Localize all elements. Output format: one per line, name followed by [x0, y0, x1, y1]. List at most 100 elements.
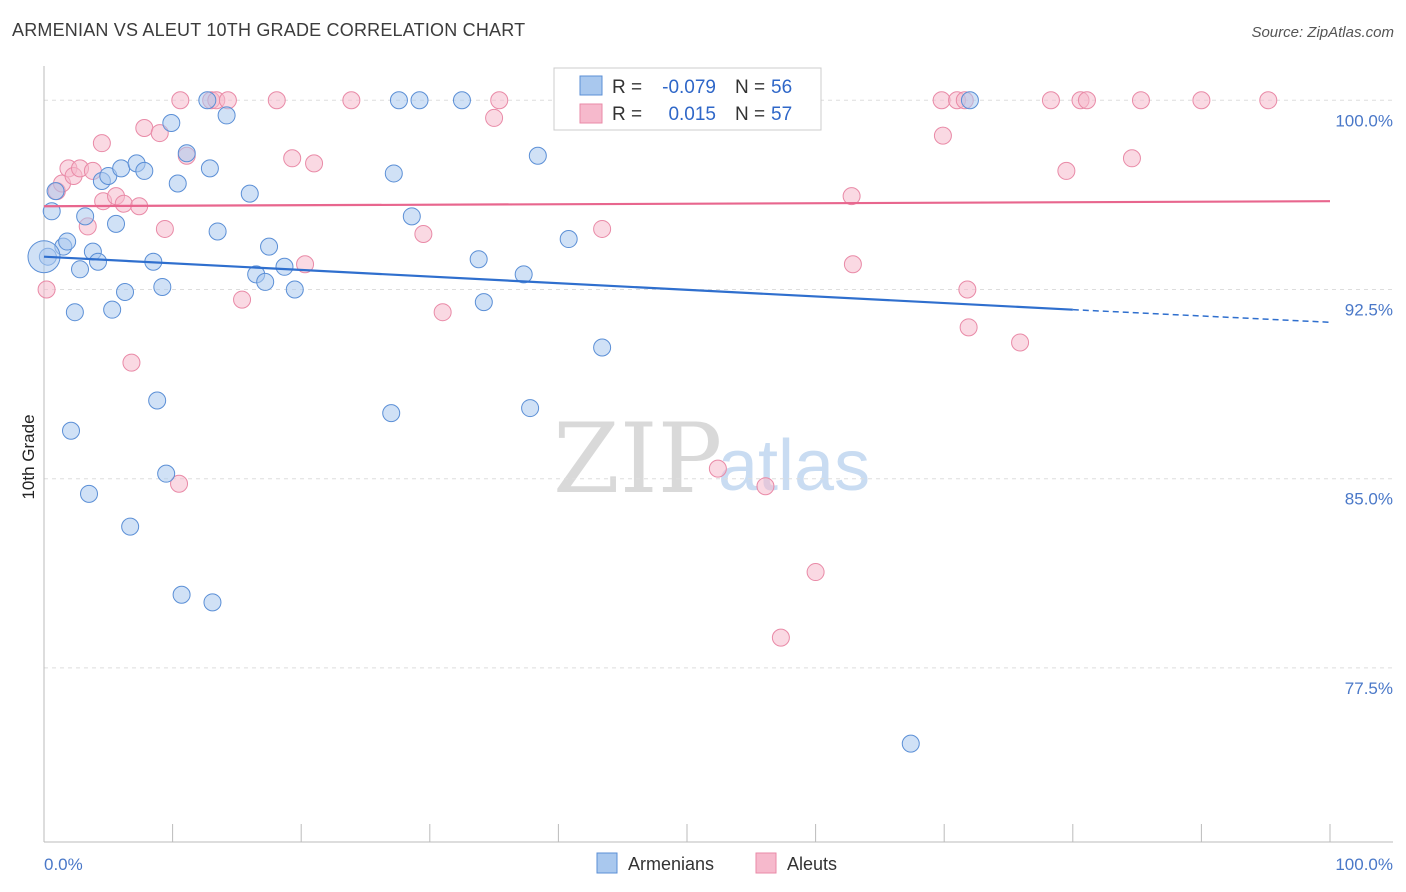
armenians-point — [107, 214, 126, 233]
aleuts-point — [490, 91, 509, 110]
aleuts-point — [135, 119, 154, 138]
source-label: Source: ZipAtlas.com — [1251, 24, 1394, 41]
aleuts-point — [842, 187, 861, 206]
aleuts-point — [283, 149, 302, 168]
watermark: ZIP atlas — [553, 403, 870, 515]
y-tick-label: 77.5% — [1345, 679, 1393, 698]
armenians-point — [559, 230, 578, 249]
y-tick-label: 85.0% — [1345, 490, 1393, 509]
armenians-point — [960, 91, 979, 110]
legend-r-label-1: R = — [612, 77, 642, 98]
armenians-point — [285, 280, 304, 299]
aleuts-point — [414, 224, 433, 243]
armenians-point — [528, 146, 547, 165]
armenians-point — [217, 106, 236, 125]
aleuts-point — [1011, 333, 1030, 352]
armenians-point — [157, 464, 176, 483]
legend-n-value-1: 56 — [771, 77, 792, 98]
x-tick-max: 100.0% — [1335, 855, 1393, 874]
aleuts-trend-line — [43, 200, 1331, 208]
aleuts-point — [756, 477, 775, 496]
armenians-point — [275, 257, 294, 276]
aleuts-point — [267, 91, 286, 110]
aleuts-point — [806, 563, 825, 582]
armenians-point — [148, 391, 167, 410]
chart-title: ARMENIAN VS ALEUT 10TH GRADE CORRELATION… — [12, 20, 526, 40]
legend-swatch-aleuts — [579, 103, 603, 124]
aleuts-point — [342, 91, 361, 110]
legend-swatch-armenians — [579, 75, 603, 96]
aleuts-point — [233, 290, 252, 309]
armenians-point — [76, 207, 95, 226]
aleuts-point — [1131, 91, 1150, 110]
armenians-trend-line — [43, 255, 1073, 311]
armenians-point — [135, 161, 154, 180]
aleuts-point — [1122, 149, 1141, 168]
aleuts-point — [932, 91, 951, 110]
aleuts-point — [1041, 91, 1060, 110]
aleuts-point — [1057, 161, 1076, 180]
aleuts-point — [485, 108, 504, 127]
armenians-point — [65, 303, 84, 322]
x-tick-min: 0.0% — [44, 855, 83, 874]
armenians-point — [198, 91, 217, 110]
armenians-point — [469, 250, 488, 269]
armenians-point — [389, 91, 408, 110]
armenians-point — [200, 159, 219, 178]
armenians-point — [80, 484, 99, 503]
armenians-point — [58, 232, 77, 251]
armenians-point — [474, 293, 493, 312]
armenians-point — [168, 174, 187, 193]
aleuts-points — [37, 91, 1278, 647]
bottom-legend-armenians: Armenians — [628, 854, 714, 874]
aleuts-point — [433, 303, 452, 322]
aleuts-point — [37, 280, 56, 299]
aleuts-point — [593, 219, 612, 238]
armenians-point — [521, 399, 540, 418]
armenians-point — [593, 338, 612, 357]
aleuts-point — [1259, 91, 1278, 110]
armenians-point — [901, 734, 920, 753]
armenians-trend-extension — [1072, 308, 1331, 324]
series-legend: Armenians Aleuts — [596, 852, 837, 874]
aleuts-point — [114, 194, 133, 213]
armenians-point — [256, 272, 275, 291]
bottom-legend-swatch-aleuts — [755, 852, 777, 874]
aleuts-point — [150, 124, 169, 143]
bottom-legend-swatch-armenians — [596, 852, 618, 874]
aleuts-point — [170, 474, 189, 493]
armenians-point — [62, 421, 81, 440]
aleuts-point — [92, 134, 111, 153]
aleuts-point — [771, 628, 790, 647]
armenians-point — [71, 260, 90, 279]
bottom-legend-aleuts: Aleuts — [787, 854, 837, 874]
armenians-point — [162, 113, 181, 132]
armenians-point — [402, 207, 421, 226]
legend-r-value-1: -0.079 — [662, 77, 716, 98]
armenians-point — [46, 182, 65, 201]
aleuts-point — [708, 459, 727, 478]
watermark-zip: ZIP — [553, 403, 722, 515]
legend-n-label-2: N = — [735, 104, 765, 125]
aleuts-point — [1077, 91, 1096, 110]
y-tick-labels: 100.0% 92.5% 85.0% 77.5% — [1335, 111, 1393, 698]
y-tick-label: 92.5% — [1345, 300, 1393, 319]
watermark-atlas: atlas — [718, 426, 870, 506]
correlation-legend: R = -0.079 N = 56 R = 0.015 N = 57 — [553, 67, 822, 131]
armenians-point — [208, 222, 227, 241]
aleuts-point — [305, 154, 324, 173]
aleuts-point — [1192, 91, 1211, 110]
aleuts-point — [218, 91, 237, 110]
armenians-point — [514, 265, 533, 284]
aleuts-point — [843, 255, 862, 274]
axes — [43, 66, 1393, 843]
armenians-point — [452, 91, 471, 110]
trend-lines — [43, 200, 1331, 324]
armenians-point — [177, 144, 196, 163]
aleuts-point — [171, 91, 190, 110]
armenians-point — [153, 277, 172, 296]
legend-n-value-2: 57 — [771, 104, 792, 125]
armenians-point — [384, 164, 403, 183]
legend-n-label-1: N = — [735, 77, 765, 98]
armenians-point — [172, 585, 191, 604]
